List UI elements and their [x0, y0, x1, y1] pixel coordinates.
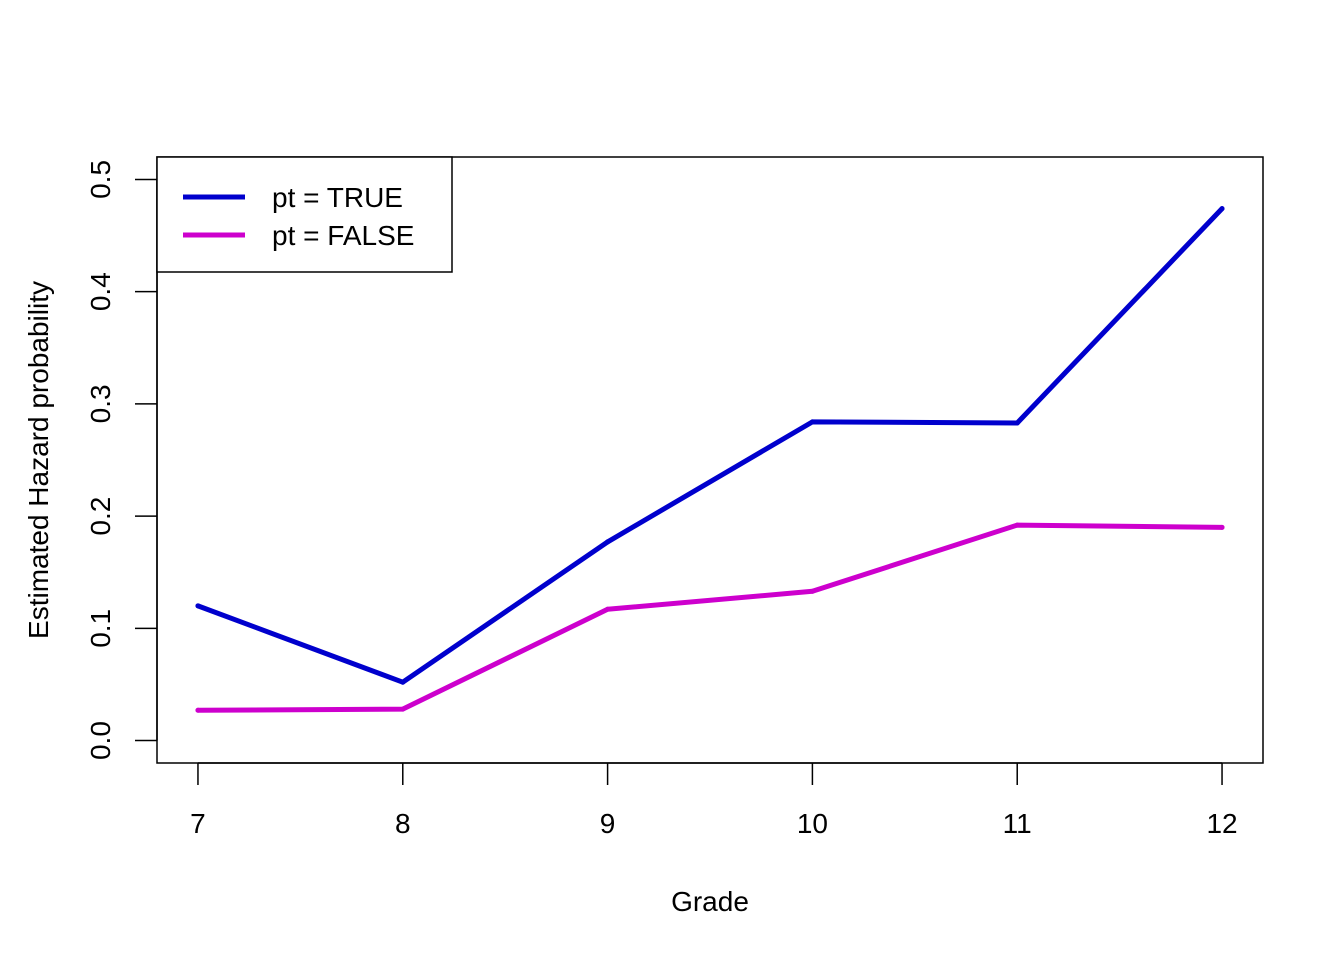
x-axis-label: Grade [671, 886, 749, 917]
y-axis-label: Estimated Hazard probability [23, 281, 54, 639]
x-tick-label: 10 [797, 808, 828, 839]
x-tick-label: 9 [600, 808, 616, 839]
x-tick-label: 11 [1003, 808, 1032, 839]
series-point-1 [1219, 524, 1225, 530]
legend-label-pt-false: pt = FALSE [272, 220, 414, 251]
series-point-1 [809, 588, 815, 594]
series-point-0 [1014, 420, 1020, 426]
y-tick-label: 0.2 [85, 497, 116, 536]
series-point-0 [605, 539, 611, 545]
y-tick-label: 0.0 [85, 721, 116, 760]
series-point-1 [605, 606, 611, 612]
y-tick-label: 0.5 [85, 160, 116, 199]
x-tick-label: 8 [395, 808, 411, 839]
legend-box [156, 156, 453, 273]
y-tick-label: 0.1 [85, 609, 116, 648]
series-point-0 [195, 603, 201, 609]
series-point-1 [1014, 522, 1020, 528]
series-line-1 [195, 522, 1225, 713]
y-tick-label: 0.3 [85, 384, 116, 423]
series-point-0 [809, 419, 815, 425]
y-axis: 0.0 0.1 0.2 0.3 0.4 0.5 [85, 160, 158, 760]
series-line-0 [195, 206, 1225, 685]
y-tick-label: 0.4 [85, 272, 116, 311]
series-layer [195, 206, 1225, 713]
legend-label-pt-true: pt = TRUE [272, 182, 403, 213]
x-tick-label: 12 [1206, 808, 1237, 839]
legend: pt = TRUE pt = FALSE [156, 156, 453, 273]
x-axis: 7 8 9 10 11 12 [190, 762, 1238, 839]
x-tick-label: 7 [190, 808, 206, 839]
series-point-1 [195, 707, 201, 713]
series-point-1 [400, 706, 406, 712]
series-point-0 [400, 679, 406, 685]
series-point-0 [1219, 206, 1225, 212]
